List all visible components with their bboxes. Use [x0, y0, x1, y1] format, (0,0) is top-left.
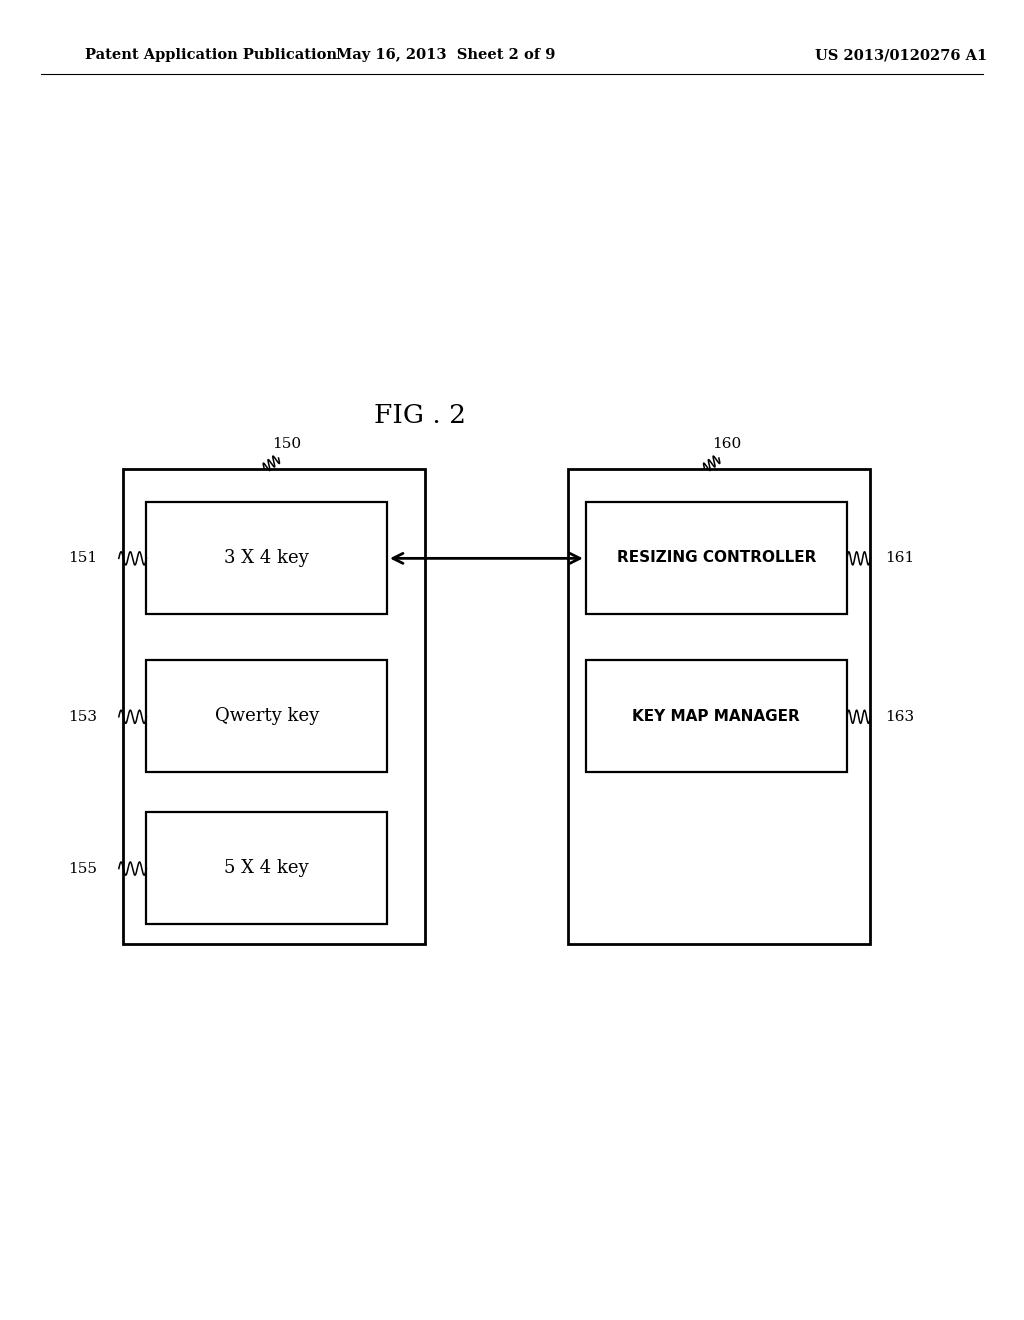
Text: May 16, 2013  Sheet 2 of 9: May 16, 2013 Sheet 2 of 9: [336, 49, 555, 62]
Text: 155: 155: [69, 862, 97, 875]
Text: 160: 160: [713, 437, 741, 451]
Text: 3 X 4 key: 3 X 4 key: [224, 549, 309, 566]
Text: FIG . 2: FIG . 2: [374, 404, 466, 428]
Bar: [146, 812, 387, 924]
Text: Patent Application Publication: Patent Application Publication: [85, 49, 337, 62]
Text: 163: 163: [885, 710, 913, 723]
Text: 161: 161: [885, 552, 914, 565]
Text: KEY MAP MANAGER: KEY MAP MANAGER: [633, 709, 800, 723]
Bar: [586, 660, 847, 772]
Bar: [568, 469, 870, 944]
Text: RESIZING CONTROLLER: RESIZING CONTROLLER: [616, 550, 816, 565]
Text: Qwerty key: Qwerty key: [215, 708, 318, 725]
Bar: [123, 469, 425, 944]
Bar: [146, 502, 387, 614]
Text: 5 X 4 key: 5 X 4 key: [224, 859, 309, 876]
Bar: [586, 502, 847, 614]
Text: 153: 153: [69, 710, 97, 723]
Text: 150: 150: [272, 437, 301, 451]
Bar: [146, 660, 387, 772]
Text: US 2013/0120276 A1: US 2013/0120276 A1: [815, 49, 987, 62]
Text: 151: 151: [69, 552, 97, 565]
